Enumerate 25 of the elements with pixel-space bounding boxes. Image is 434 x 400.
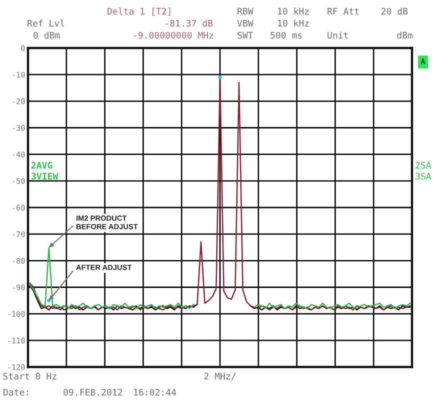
annotation: 3VIEW [32, 172, 58, 180]
text: -81.37 dB [166, 20, 213, 27]
text: SWT [238, 32, 254, 39]
text: dBm [397, 32, 413, 39]
text: 09.FEB.2012 [64, 388, 122, 396]
text: RBW [238, 8, 254, 15]
text: 16:02:44 [134, 388, 176, 396]
text: -9.00000000 MHz [134, 32, 214, 39]
text: RF Att [328, 8, 359, 15]
text: 500 ms [270, 32, 302, 39]
text: 0 dBm [34, 32, 60, 39]
text: 3SA [416, 172, 432, 180]
line-series [29, 76, 411, 310]
text: 10 kHz [278, 8, 309, 15]
x-tick-label: 2 MHz/ [204, 372, 236, 380]
text: 20 dB [381, 8, 408, 15]
text: Date: [4, 388, 28, 396]
annotation: 2AVG [32, 162, 52, 169]
text: 2SA [416, 162, 432, 169]
text: Ref Lvl [28, 20, 64, 27]
x-tick-label: Start 0 Hz [3, 372, 56, 380]
text: VBW [237, 20, 254, 27]
text: Delta 1 [T2] [108, 8, 170, 16]
text: Unit [328, 32, 348, 39]
text: 10 kHz [278, 20, 309, 27]
